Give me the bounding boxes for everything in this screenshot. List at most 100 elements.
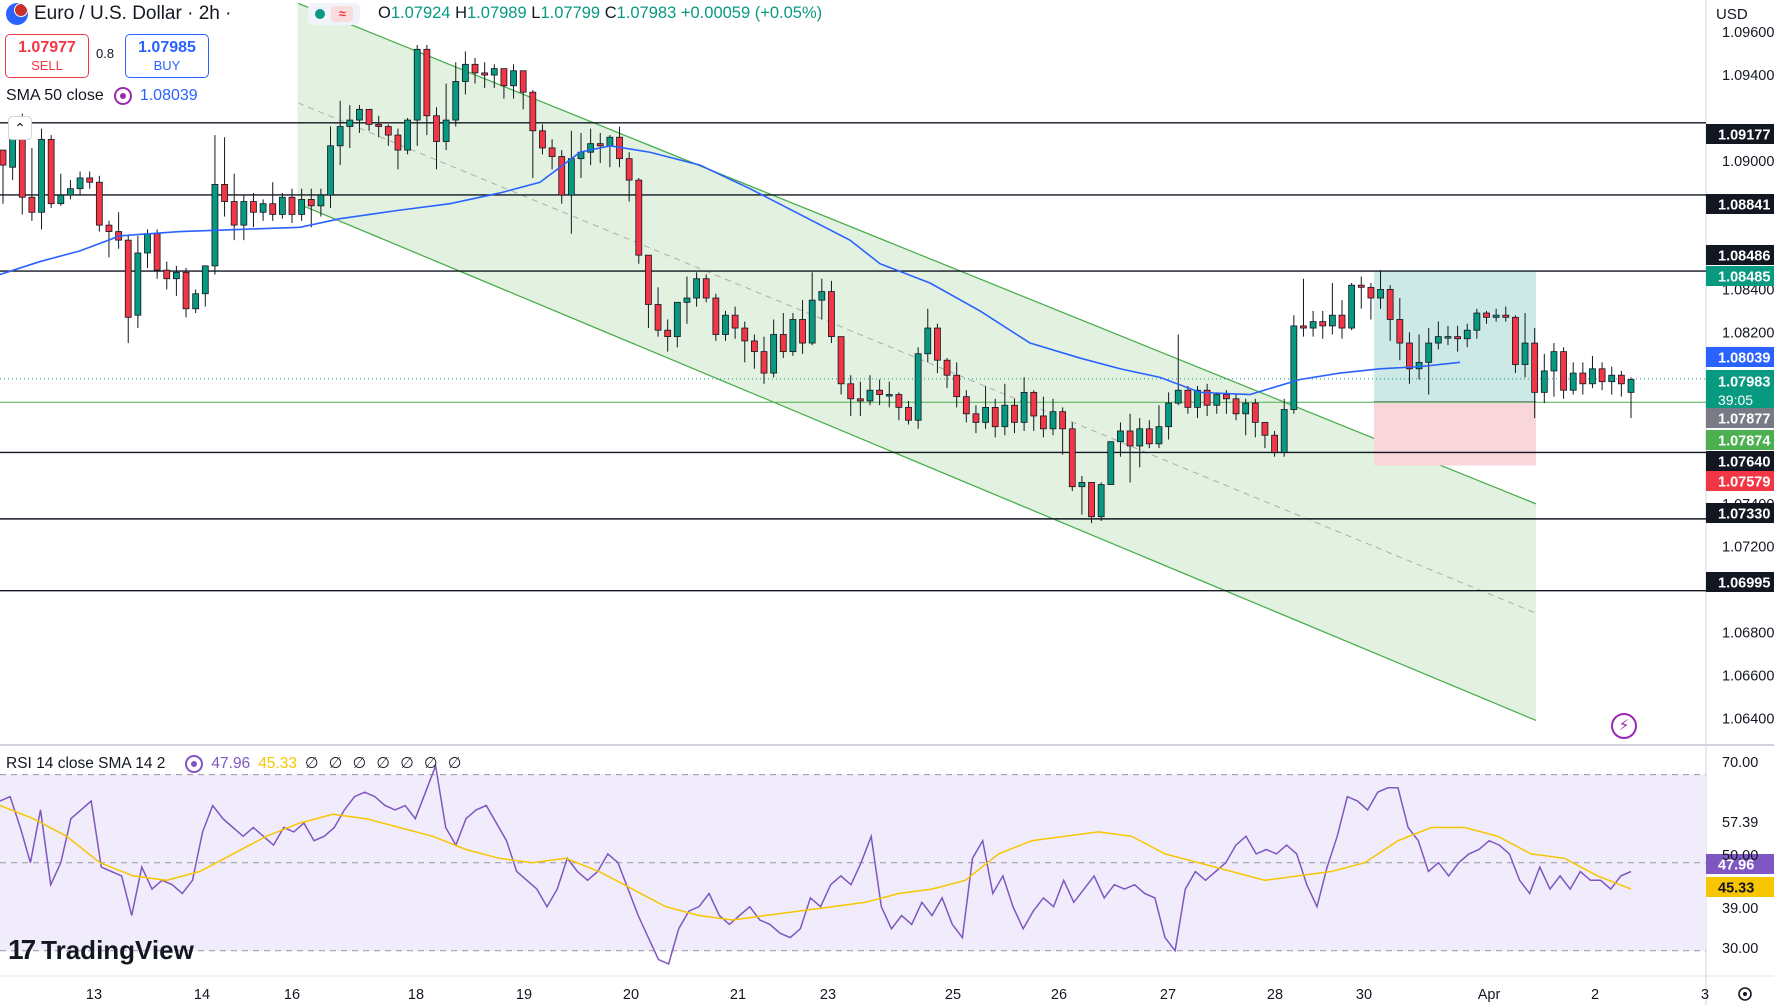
candle xyxy=(828,280,835,344)
time-tick-label: 3 xyxy=(1701,987,1709,1003)
candle-body xyxy=(1598,368,1606,383)
candle-body xyxy=(799,319,806,344)
collapse-legend-button[interactable]: ⌃ xyxy=(8,116,32,140)
candle-body xyxy=(1338,314,1346,329)
candle xyxy=(346,105,354,148)
candle-body xyxy=(1579,372,1587,385)
candle xyxy=(1039,396,1047,438)
sell-button[interactable]: 1.07977 SELL xyxy=(5,34,89,78)
candle-body xyxy=(1261,421,1269,436)
candle xyxy=(278,192,286,219)
candle xyxy=(1174,334,1182,406)
rsi-tick-label: 70.00 xyxy=(1722,755,1758,771)
buy-button[interactable]: 1.07985 BUY xyxy=(125,34,209,78)
candle-body xyxy=(230,201,238,226)
candle-body xyxy=(394,134,402,151)
candle-body xyxy=(124,239,132,318)
candle xyxy=(1512,315,1519,374)
candle-body xyxy=(105,224,113,232)
price-label-text: 1.07877 xyxy=(1718,412,1770,428)
spread-value: 0.8 xyxy=(96,46,115,61)
candle xyxy=(539,124,546,155)
candle xyxy=(885,381,893,408)
rsi-legend-label: RSI 14 close SMA 14 2 xyxy=(6,754,166,772)
candle xyxy=(991,398,999,438)
candle-body xyxy=(452,81,460,121)
candle xyxy=(962,390,970,423)
candle xyxy=(693,272,700,307)
candle xyxy=(28,147,36,221)
candle-body xyxy=(1155,426,1163,445)
price-label-text: 1.07983 xyxy=(1718,375,1770,391)
price-label-entry: 1.07877 xyxy=(1706,408,1774,428)
currency-selector[interactable]: USD xyxy=(1716,6,1748,23)
candle-body xyxy=(481,72,489,76)
candle-body xyxy=(712,297,720,335)
flash-icon[interactable]: ⚡ xyxy=(1611,713,1637,739)
candle-body xyxy=(278,196,286,215)
price-label-text: 1.08039 xyxy=(1718,351,1770,367)
candle xyxy=(1068,422,1076,491)
candle-body xyxy=(596,143,604,147)
candle xyxy=(365,108,373,131)
candle xyxy=(876,379,884,406)
candle-body xyxy=(529,91,537,132)
candle-body xyxy=(1512,316,1519,365)
candle-body xyxy=(1309,321,1317,329)
tradingview-logo[interactable]: 17 TradingView xyxy=(8,934,194,966)
data-loading-icon xyxy=(113,87,132,105)
candle-body xyxy=(1068,428,1076,488)
candle xyxy=(731,306,739,339)
candle xyxy=(201,265,209,307)
price-label-box xyxy=(1706,370,1774,410)
candle xyxy=(1406,332,1413,384)
candle-body xyxy=(1097,484,1105,518)
candle xyxy=(972,405,980,434)
candle xyxy=(1232,394,1240,421)
candle xyxy=(1377,270,1384,309)
sma-legend[interactable]: SMA 50 close 1.08039 xyxy=(6,87,198,105)
candle xyxy=(1184,385,1192,414)
candle-body xyxy=(153,233,161,271)
candle-body xyxy=(413,48,421,121)
candle-body xyxy=(1117,430,1124,443)
candle xyxy=(47,135,55,208)
candle xyxy=(1328,283,1336,335)
low-value: 1.07799 xyxy=(540,4,601,22)
rsi-legend[interactable]: RSI 14 close SMA 14 2 47.96 45.33 ∅ ∅ ∅ … xyxy=(6,754,464,773)
candle-body xyxy=(317,194,325,207)
price-label-text: 1.06995 xyxy=(1718,576,1770,592)
candle-body xyxy=(1357,284,1365,288)
candle-body xyxy=(1540,370,1548,393)
candle-body xyxy=(1107,441,1115,485)
chart-settings-icon xyxy=(1738,987,1752,1001)
candle-body xyxy=(384,126,392,136)
candle-body xyxy=(548,147,556,157)
candle-body xyxy=(693,278,700,299)
candle-body xyxy=(760,351,768,374)
candle xyxy=(625,152,633,202)
candle xyxy=(1444,325,1452,346)
candle-body xyxy=(1174,389,1182,404)
candle xyxy=(1251,398,1259,438)
price-label-box xyxy=(1706,572,1774,592)
candle-body xyxy=(539,130,546,149)
market-open-dot-icon xyxy=(314,9,325,19)
candle-body xyxy=(1473,312,1481,331)
candle xyxy=(433,107,440,170)
candle xyxy=(336,100,344,166)
candle-body xyxy=(1560,351,1567,391)
candle-body xyxy=(953,374,961,398)
time-tick-label: 26 xyxy=(1051,987,1067,1003)
candle xyxy=(1309,310,1317,337)
market-status-chip[interactable]: ≈ xyxy=(308,3,360,25)
candle xyxy=(1569,362,1577,395)
candle-body xyxy=(1020,391,1028,423)
price-label-text: 1.09177 xyxy=(1718,128,1770,144)
candle xyxy=(105,220,113,258)
candle xyxy=(163,261,171,290)
candle xyxy=(1165,392,1172,440)
candle-body xyxy=(1396,319,1404,344)
symbol-title[interactable]: Euro / U.S. Dollar · 2h · xyxy=(34,3,232,24)
